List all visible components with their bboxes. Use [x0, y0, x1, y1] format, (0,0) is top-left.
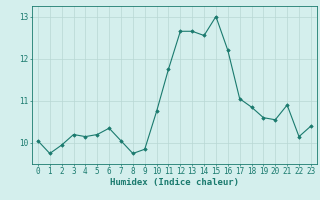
X-axis label: Humidex (Indice chaleur): Humidex (Indice chaleur) — [110, 178, 239, 187]
